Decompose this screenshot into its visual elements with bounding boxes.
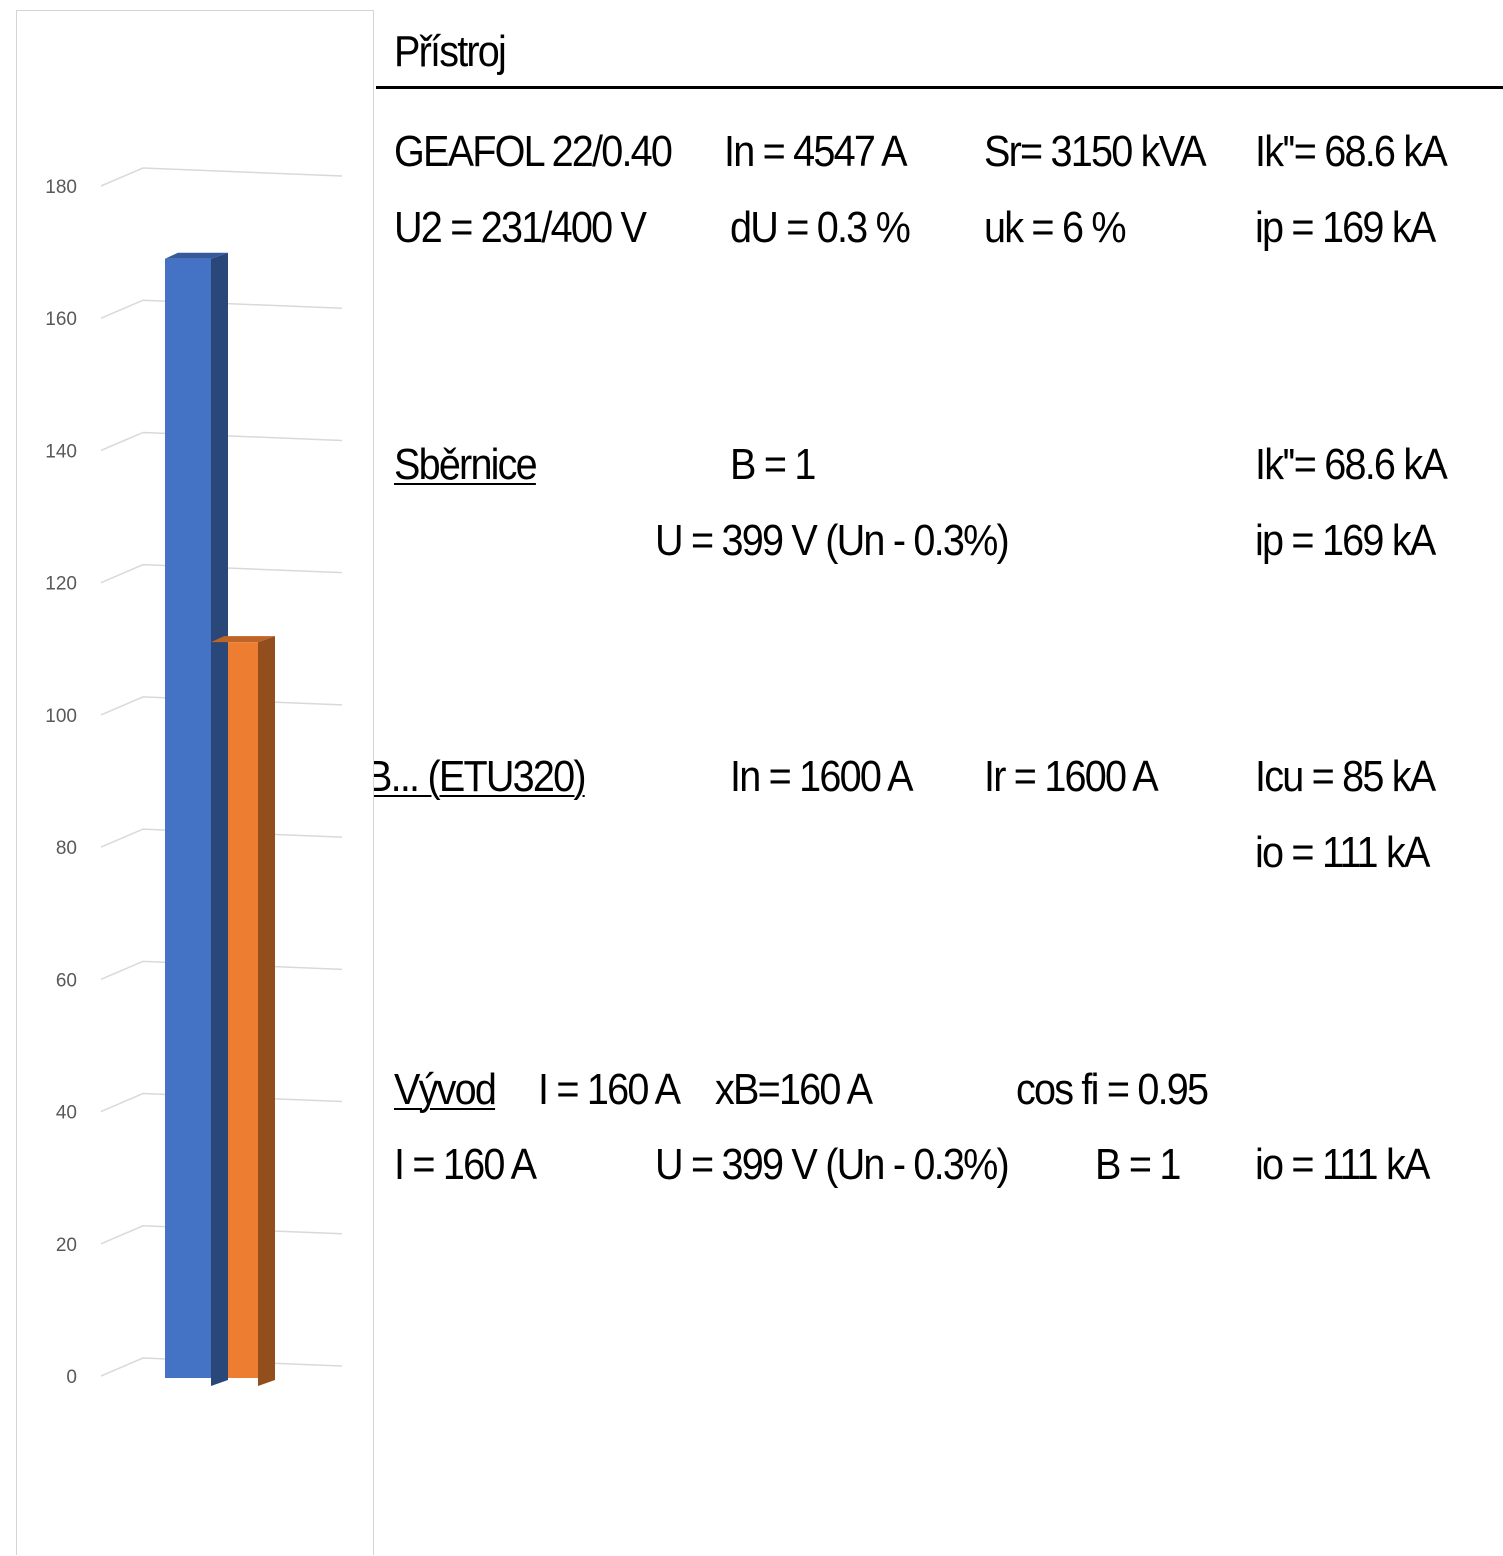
bar-top-2 bbox=[211, 636, 275, 643]
outlet-cos: cos fi = 0.95 bbox=[1016, 1065, 1209, 1114]
breaker-io: io = 111 kA bbox=[1255, 828, 1430, 877]
gridline bbox=[100, 563, 343, 584]
bar-side-1 bbox=[211, 252, 228, 1387]
gridline bbox=[100, 1092, 343, 1113]
bar-chart: 0 20 40 60 80 100 120 140 160 180 bbox=[45, 167, 343, 1388]
gridline bbox=[100, 696, 343, 716]
outlet-u: U = 399 V (Un - 0.3%) bbox=[655, 1140, 1010, 1189]
busbar-ip: ip = 169 kA bbox=[1255, 516, 1436, 565]
bar-front-1 bbox=[165, 258, 211, 1379]
y-tick-label: 60 bbox=[56, 970, 77, 991]
bar-top-1 bbox=[165, 252, 228, 259]
breaker-icu: Icu = 85 kA bbox=[1255, 752, 1436, 801]
y-tick-label: 0 bbox=[66, 1367, 77, 1388]
y-tick-label: 80 bbox=[56, 838, 77, 859]
y-tick-label: 40 bbox=[56, 1103, 77, 1124]
outlet-ib: xB=160 A bbox=[715, 1065, 873, 1114]
header-rule bbox=[376, 86, 1503, 89]
gridline bbox=[100, 167, 343, 187]
y-tick-label: 180 bbox=[45, 177, 77, 198]
chart-panel: 0 20 40 60 80 100 120 140 160 180 bbox=[16, 10, 374, 1555]
outlet-name: Vývod bbox=[394, 1065, 497, 1114]
transformer-uk: uk = 6 % bbox=[984, 203, 1127, 252]
outlet-b: B = 1 bbox=[1095, 1140, 1181, 1189]
gridline bbox=[100, 960, 343, 981]
bar-side-2 bbox=[258, 636, 275, 1386]
transformer-sr: Sr= 3150 kVA bbox=[984, 127, 1207, 176]
gridline bbox=[100, 1225, 343, 1245]
gridline bbox=[100, 431, 343, 452]
gridline bbox=[100, 1357, 343, 1377]
busbar-ik: Ik''= 68.6 kA bbox=[1255, 440, 1448, 489]
breaker-ir: Ir = 1600 A bbox=[984, 752, 1159, 801]
busbar-name: Sběrnice bbox=[394, 440, 538, 489]
gridline bbox=[100, 299, 343, 319]
transformer-in: In = 4547 A bbox=[724, 127, 907, 176]
y-tick-label: 160 bbox=[45, 309, 77, 330]
header-title: Přístroj bbox=[394, 27, 507, 76]
outlet-io: io = 111 kA bbox=[1255, 1140, 1430, 1189]
gridline bbox=[100, 828, 343, 848]
outlet-i2: I = 160 A bbox=[394, 1140, 537, 1189]
breaker-in: In = 1600 A bbox=[730, 752, 913, 801]
transformer-name: GEAFOL 22/0.40 bbox=[394, 127, 673, 176]
y-tick-label: 140 bbox=[45, 441, 77, 462]
y-tick-label: 20 bbox=[56, 1235, 77, 1256]
breaker-name-clip: 3WT8 AB... (ETU320) bbox=[374, 740, 1503, 810]
outlet-i: I = 160 A bbox=[538, 1065, 681, 1114]
transformer-ik: Ik''= 68.6 kA bbox=[1255, 127, 1448, 176]
breaker-name: 3WT8 AB... (ETU320) bbox=[374, 752, 587, 801]
busbar-u: U = 399 V (Un - 0.3%) bbox=[655, 516, 1010, 565]
transformer-ip: ip = 169 kA bbox=[1255, 203, 1436, 252]
transformer-du: dU = 0.3 % bbox=[730, 203, 911, 252]
transformer-u2: U2 = 231/400 V bbox=[394, 203, 647, 252]
y-tick-label: 100 bbox=[45, 706, 77, 727]
y-tick-label: 120 bbox=[45, 574, 77, 595]
busbar-b: B = 1 bbox=[730, 440, 816, 489]
